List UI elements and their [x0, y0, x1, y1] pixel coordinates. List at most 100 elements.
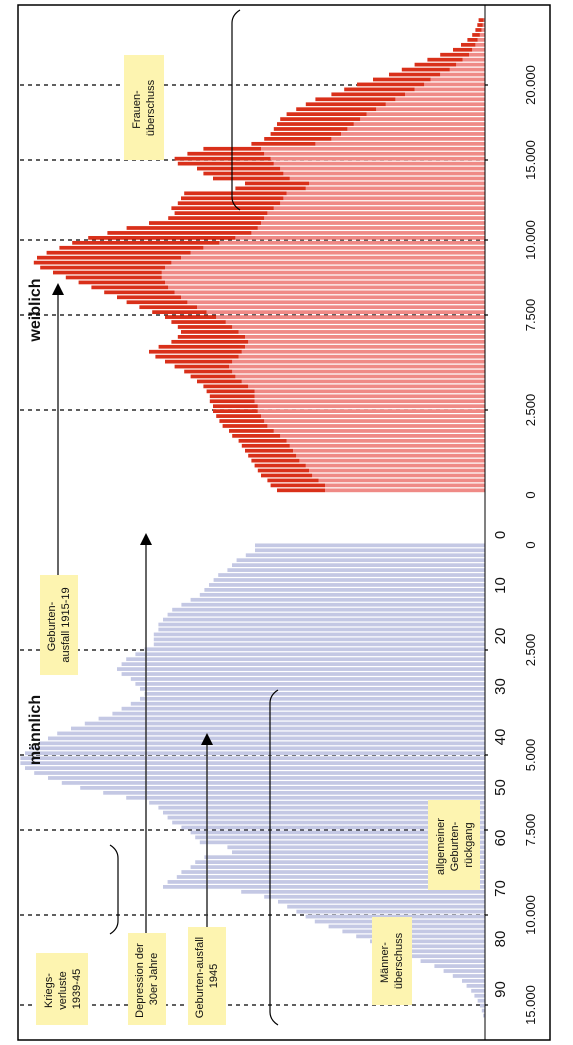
female-excess-bar	[158, 344, 246, 349]
female-bar	[325, 483, 485, 488]
female-bar	[312, 473, 486, 478]
male-bar	[126, 795, 485, 800]
age-tick-label: 70	[492, 880, 509, 897]
female-excess-bar	[203, 384, 249, 389]
female-excess-bar	[472, 33, 480, 37]
female-bar	[171, 260, 485, 265]
male-bar	[158, 627, 485, 632]
male-bar	[255, 548, 485, 553]
male-bar	[342, 929, 485, 934]
female-excess-bar	[475, 28, 482, 32]
female-excess-bar	[177, 201, 281, 206]
female-excess-bar	[197, 166, 281, 171]
female-bar	[325, 488, 485, 493]
female-bars	[33, 18, 486, 493]
male-bar	[190, 597, 485, 602]
female-excess-bar	[344, 87, 415, 92]
rueckgang-note-line1: allgemeiner	[435, 818, 447, 875]
male-bar	[278, 899, 485, 904]
male-bar	[181, 870, 485, 874]
frame	[17, 4, 551, 1041]
female-tick-labels: 0 2.500 7.500 10.000 15.000 20.000	[523, 65, 538, 499]
male-tick-label: 7.500	[523, 814, 538, 847]
male-bar	[195, 860, 485, 864]
male-bar	[163, 617, 485, 622]
male-bar	[98, 716, 485, 721]
male-bar	[227, 568, 485, 572]
female-excess-bar	[152, 310, 207, 314]
female-excess-bar	[117, 295, 181, 300]
male-bar	[130, 677, 486, 681]
female-bar	[248, 339, 485, 344]
depression-note-line2: 30er Jahre	[148, 953, 160, 1006]
female-excess-bar	[171, 339, 249, 344]
female-bar	[283, 196, 485, 201]
female-excess-bar	[209, 394, 255, 399]
male-bar	[479, 1003, 486, 1008]
female-excess-bar	[216, 414, 261, 418]
male-bar	[199, 840, 486, 845]
male-bar	[190, 865, 485, 869]
female-tick-label: 2.500	[523, 394, 538, 427]
female-excess-bar	[33, 260, 172, 265]
maenner-note-line1: Männer-	[379, 942, 391, 983]
male-bar	[471, 988, 486, 993]
male-bar	[181, 825, 485, 830]
male-bar	[477, 998, 486, 1003]
female-bar	[430, 77, 486, 82]
ausfall45-arrow-head	[201, 733, 213, 745]
female-bar	[248, 384, 485, 389]
female-excess-bar	[203, 171, 284, 176]
male-bar	[172, 820, 485, 825]
male-bar	[481, 1008, 485, 1013]
female-bar	[472, 47, 486, 52]
male-bar	[71, 726, 485, 731]
female-bar	[229, 364, 485, 369]
female-tick-label: 7.500	[523, 299, 538, 332]
male-bar	[126, 657, 485, 662]
age-tick-label: 60	[492, 830, 509, 847]
male-bar	[163, 885, 485, 889]
female-excess-bar	[467, 38, 478, 42]
female-excess-bar	[478, 18, 484, 22]
female-bar	[479, 33, 486, 37]
female-excess-bar	[248, 453, 297, 458]
female-bar	[261, 221, 485, 225]
female-excess-bar	[213, 176, 290, 181]
male-bar	[227, 845, 485, 850]
female-excess-bar	[177, 325, 233, 329]
female-excess-bar	[149, 349, 242, 354]
female-bar	[235, 236, 485, 240]
age-tick-label: 20	[492, 628, 509, 645]
female-bar	[477, 38, 486, 42]
female-excess-bar	[305, 102, 386, 107]
female-excess-bar	[373, 77, 431, 82]
female-bar	[165, 280, 485, 285]
female-bar	[414, 87, 486, 92]
male-bar	[213, 578, 485, 582]
female-bar	[270, 156, 485, 161]
female-excess-bar	[453, 47, 473, 52]
female-excess-bar	[184, 191, 287, 196]
female-bar	[190, 250, 485, 255]
female-bar	[385, 102, 485, 107]
female-excess-bar	[440, 52, 470, 57]
male-tick-label: 15.000	[523, 985, 538, 1025]
female-bar	[232, 325, 485, 329]
female-excess-bar	[181, 330, 239, 334]
female-excess-bar	[107, 231, 252, 235]
female-bar	[181, 295, 485, 300]
female-bar	[286, 191, 485, 196]
female-excess-bar	[357, 82, 425, 87]
female-bar	[395, 97, 485, 102]
male-bar	[20, 756, 486, 761]
maenner-bracket	[269, 689, 279, 1026]
female-excess-bar	[267, 478, 319, 483]
male-bar	[140, 687, 485, 691]
female-bar	[174, 290, 485, 295]
age-tick-label: 10	[492, 577, 509, 594]
female-bar	[440, 72, 486, 77]
ausfall45-note: Geburten-ausfall 1945	[194, 934, 220, 1018]
male-bar	[434, 964, 485, 968]
female-excess-bar	[296, 107, 377, 112]
